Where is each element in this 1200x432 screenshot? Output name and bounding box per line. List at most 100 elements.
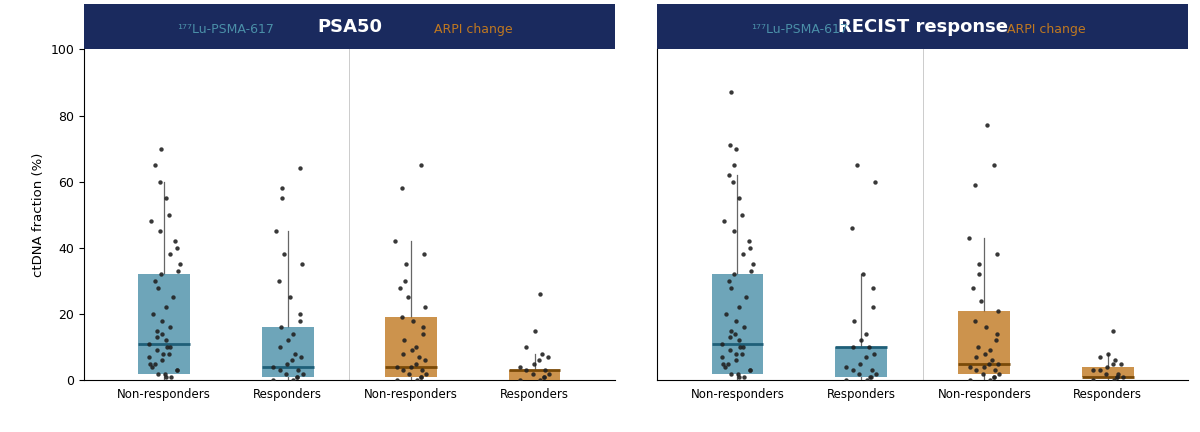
Point <box>984 162 1003 168</box>
Point <box>730 304 749 311</box>
Point <box>980 347 1000 354</box>
Point <box>865 350 884 357</box>
Bar <box>712 274 763 374</box>
Point <box>533 350 552 357</box>
Point <box>160 251 179 258</box>
Point <box>1108 373 1127 380</box>
Point <box>964 284 983 291</box>
Point <box>290 165 310 172</box>
Point <box>269 277 288 284</box>
Point <box>983 357 1002 364</box>
Point <box>517 367 536 374</box>
Bar <box>509 370 560 380</box>
Point <box>272 195 292 202</box>
Point <box>280 294 299 301</box>
Point <box>272 185 292 192</box>
Point <box>510 377 529 384</box>
Point <box>971 297 990 304</box>
Point <box>534 373 553 380</box>
Point <box>720 142 739 149</box>
Point <box>412 367 431 374</box>
Point <box>716 311 736 318</box>
Point <box>724 178 743 185</box>
Point <box>160 211 179 218</box>
Point <box>740 245 760 251</box>
Point <box>394 350 413 357</box>
Point <box>740 367 760 374</box>
Point <box>740 367 760 374</box>
Point <box>866 370 886 377</box>
Point <box>719 172 738 178</box>
Point <box>864 284 883 291</box>
Point <box>974 363 994 370</box>
Text: ¹⁷⁷Lu-PSMA-617: ¹⁷⁷Lu-PSMA-617 <box>178 23 275 36</box>
Point <box>860 373 880 380</box>
Point <box>726 350 745 357</box>
Point <box>275 251 294 258</box>
Point <box>289 367 308 374</box>
Point <box>396 277 415 284</box>
Point <box>1090 353 1109 360</box>
Point <box>139 353 158 360</box>
Point <box>1114 373 1133 380</box>
Point <box>990 370 1009 377</box>
Point <box>726 317 745 324</box>
Point <box>145 277 164 284</box>
Point <box>166 238 185 245</box>
Point <box>146 162 166 168</box>
Point <box>151 145 170 152</box>
Point <box>540 370 559 377</box>
Point <box>412 162 431 168</box>
Point <box>859 343 878 350</box>
Point <box>526 327 545 334</box>
Point <box>523 370 542 377</box>
Text: ARPI change: ARPI change <box>1007 23 1085 36</box>
Point <box>400 370 419 377</box>
Point <box>160 350 179 357</box>
Point <box>148 327 167 334</box>
Point <box>264 377 283 384</box>
Bar <box>138 274 190 374</box>
Text: RECIST response: RECIST response <box>838 18 1008 36</box>
Point <box>989 307 1008 314</box>
Point <box>986 337 1006 344</box>
Point <box>721 284 740 291</box>
Point <box>510 363 529 370</box>
Point <box>715 218 734 225</box>
Point <box>170 261 190 268</box>
Point <box>721 89 740 96</box>
Point <box>151 271 170 278</box>
Point <box>144 311 163 318</box>
Point <box>156 373 175 380</box>
Text: ¹⁷⁷Lu-PSMA-617: ¹⁷⁷Lu-PSMA-617 <box>751 23 847 36</box>
Point <box>713 353 732 360</box>
Point <box>288 373 307 380</box>
Point <box>277 360 296 367</box>
Point <box>979 360 998 367</box>
Bar <box>959 311 1010 374</box>
Point <box>853 271 872 278</box>
Point <box>530 291 550 298</box>
Point <box>733 350 752 357</box>
Point <box>1103 360 1122 367</box>
Point <box>856 353 875 360</box>
Point <box>850 370 869 377</box>
Point <box>398 294 418 301</box>
Point <box>167 367 186 374</box>
Point <box>292 261 311 268</box>
Point <box>535 367 554 374</box>
Point <box>278 337 298 344</box>
Point <box>1084 367 1103 374</box>
Point <box>733 251 752 258</box>
Point <box>863 304 882 311</box>
Point <box>852 337 871 344</box>
Point <box>844 343 863 350</box>
Point <box>731 343 750 350</box>
Point <box>539 353 558 360</box>
Point <box>288 373 307 380</box>
Point <box>724 228 743 235</box>
Point <box>148 370 167 377</box>
Point <box>865 178 884 185</box>
Point <box>977 324 996 331</box>
Point <box>836 377 856 384</box>
